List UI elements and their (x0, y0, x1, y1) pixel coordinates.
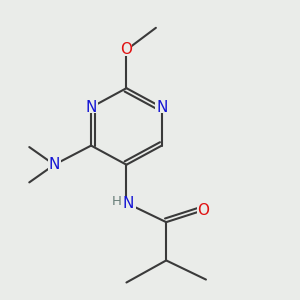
Text: N: N (49, 157, 60, 172)
Text: N: N (122, 196, 134, 211)
Text: O: O (120, 42, 132, 57)
Text: N: N (156, 100, 167, 115)
FancyBboxPatch shape (197, 205, 209, 216)
FancyBboxPatch shape (47, 159, 61, 171)
Text: O: O (197, 203, 209, 218)
FancyBboxPatch shape (121, 44, 132, 56)
Text: N: N (85, 100, 97, 115)
Text: H: H (112, 195, 122, 208)
FancyBboxPatch shape (117, 197, 136, 209)
FancyBboxPatch shape (155, 101, 169, 113)
FancyBboxPatch shape (84, 101, 98, 113)
